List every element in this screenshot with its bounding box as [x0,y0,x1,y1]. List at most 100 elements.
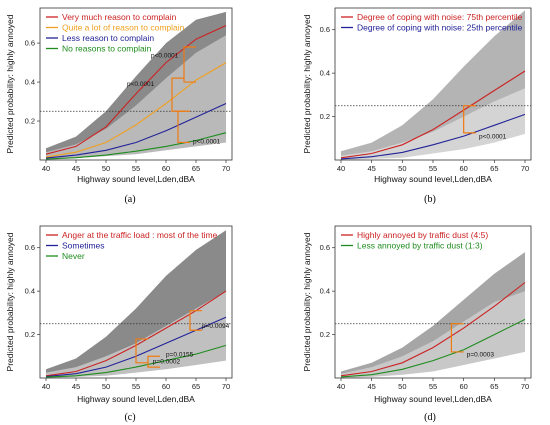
p-value-annotation-1: p<0.0001 [151,53,179,60]
y-tick-label-3: 0.6 [25,243,35,252]
y-tick-label-3: 0.6 [25,39,35,48]
y-axis-label: Predicted probability: highly annoyed [5,232,15,371]
x-tick-label-4: 55 [132,164,140,173]
significance-bracket-3 [177,110,190,144]
y-axis-label: Predicted probability: highly annoyed [5,14,15,153]
panel-b-label: (b) [424,194,436,205]
series-line-3 [45,344,227,378]
x-tick-label-6: 65 [490,164,498,173]
panel-d: p=0.0003 40 45 50 55 60 65 70 0.2 0.4 0.6 Highway s… [302,225,532,423]
panel-d-label: (d) [424,412,436,423]
x-tick-label-7: 70 [521,164,529,173]
confidence-band-2 [46,35,226,160]
y-tick-label-1: 0.2 [320,112,330,121]
legend-entry-2: Sometimes [62,241,105,251]
p-value-annotation-2: p=0.0002 [153,358,181,365]
x-tick-label-6: 65 [192,164,200,173]
x-tick-label-6: 65 [192,382,200,391]
y-tick-label-2: 0.4 [25,287,35,296]
legend-entry-3: Less reason to complain [62,33,154,43]
x-tick-label-4: 55 [429,164,437,173]
x-tick-label-5: 60 [162,164,170,173]
panel-a-plot: p<0.0001 p<0.0001 p<0.0001 40 45 50 55 60 65 70 0.… [5,7,233,184]
x-tick-label-1: 40 [337,382,345,391]
confidence-band-2 [46,291,226,378]
significance-bracket-1 [183,46,196,83]
significance-bracket-3 [147,355,160,368]
series-line-2 [45,62,227,158]
x-tick-label-2: 45 [367,164,375,173]
x-tick-label-6: 65 [490,382,498,391]
x-tick-label-3: 50 [398,382,406,391]
panel-a: p<0.0001 p<0.0001 p<0.0001 40 45 50 55 60 65 70 0.… [5,7,233,205]
legend-entry-2: Less annoyed by traffic dust (1:3) [357,241,483,251]
x-tick-label-7: 70 [521,382,529,391]
y-tick-label-2: 0.4 [25,78,35,87]
y-tick-label-3: 0.6 [320,25,330,34]
series-line-2 [340,318,526,378]
x-axis-label: Highway sound level,Lden,dBA [77,394,195,404]
series-line-2 [340,113,526,160]
legend-entry-1: Anger at the traffic load : most of the … [62,230,218,240]
x-tick-label-1: 40 [42,382,50,391]
x-tick-label-2: 45 [72,164,80,173]
x-tick-label-5: 60 [459,164,467,173]
x-axis-label: Highway sound level,Lden,dBA [374,394,492,404]
series-line-4 [45,132,227,160]
series-line-1 [340,70,526,159]
x-axis-label: Highway sound level,Lden,dBA [77,174,195,184]
x-tick-label-2: 45 [72,382,80,391]
significance-bracket-2 [135,338,148,364]
legend-entry-2: Degree of coping with noise: 25th percen… [357,23,523,33]
y-tick-label-1: 0.2 [25,117,35,126]
x-tick-label-1: 40 [42,164,50,173]
y-axis-label: Predicted probability: highly annoyed [302,14,312,153]
legend-entry-4: No reasons to complain [62,44,152,54]
significance-bracket-1 [463,105,476,134]
x-tick-label-2: 45 [367,382,375,391]
x-tick-label-5: 60 [459,382,467,391]
significance-bracket-1 [189,310,202,331]
legend-entry-3: Never [62,251,85,261]
x-tick-label-3: 50 [102,164,110,173]
p-value-annotation-1: p=0.0094 [202,323,230,330]
p-value-annotation-3: p<0.0001 [193,138,221,145]
x-tick-label-4: 55 [132,382,140,391]
series-line-1 [45,24,227,155]
x-tick-label-7: 70 [222,382,230,391]
x-tick-label-4: 55 [429,382,437,391]
y-tick-label-1: 0.2 [320,330,330,339]
series-line-1 [340,282,526,377]
panel-b: p<0.0001 40 45 50 55 60 65 70 0.2 0.4 0.6 Highway s… [302,7,532,205]
y-axis-label: Predicted probability: highly annoyed [302,232,312,371]
series-line-3 [45,102,227,159]
y-tick-label-2: 0.4 [320,287,330,296]
significance-bracket-1 [450,323,464,353]
legend-entry-1: Degree of coping with noise: 75th percen… [357,12,523,22]
p-value-annotation-1: p=0.0003 [467,351,495,358]
x-tick-label-3: 50 [398,164,406,173]
p-value-annotation-3: p=0.0155 [166,352,194,359]
x-tick-label-1: 40 [337,164,345,173]
confidence-band-2 [341,88,525,160]
panel-a-label: (a) [124,194,135,205]
x-tick-label-7: 70 [222,164,230,173]
legend-entry-1: Highly annoyed by traffic dust (4:5) [357,230,488,240]
x-tick-label-3: 50 [102,382,110,391]
confidence-band-2 [341,291,525,378]
x-tick-label-5: 60 [162,382,170,391]
p-value-annotation-2: p<0.0001 [127,81,155,88]
panel-c-label: (c) [124,412,135,423]
y-tick-label-2: 0.4 [320,69,330,78]
panel-d-plot: p=0.0003 40 45 50 55 60 65 70 0.2 0.4 0.6 Highway s… [302,225,532,404]
y-tick-label-3: 0.6 [320,243,330,252]
panel-b-plot: p<0.0001 40 45 50 55 60 65 70 0.2 0.4 0.6 Highway s… [302,7,532,184]
x-axis-label: Highway sound level,Lden,dBA [374,174,492,184]
p-value-annotation-1: p<0.0001 [479,133,507,140]
y-tick-label-1: 0.2 [25,330,35,339]
legend-entry-2: Quite a lot of reason to complain [62,23,185,33]
legend-entry-1: Very much reason to complain [62,12,177,22]
